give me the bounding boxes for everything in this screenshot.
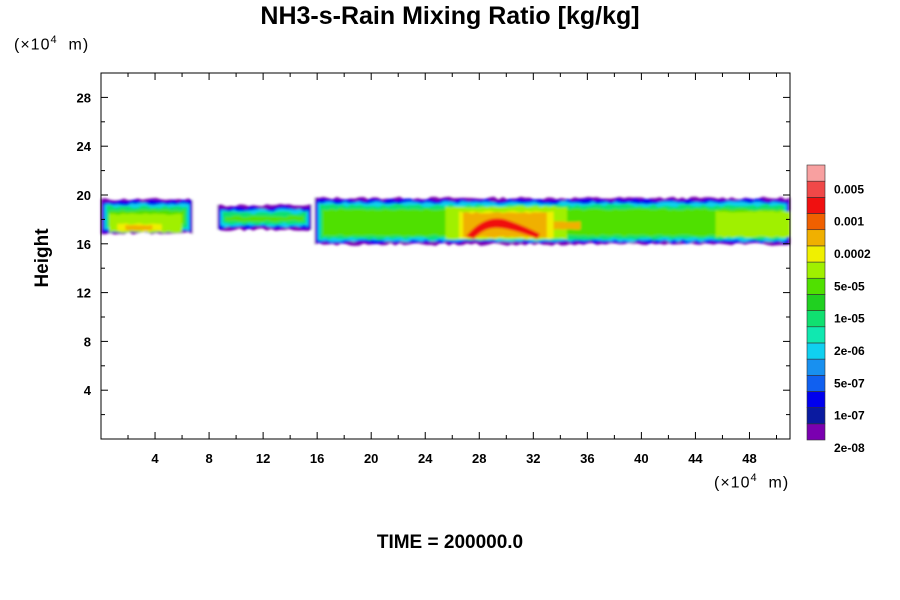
x-axis: 4 8 12 16 20 24 28 32 36 40 44 48: [127, 73, 777, 466]
colorbar-swatch: [806, 326, 826, 344]
colorbar: 0.005 0.001 0.0002 5e-05 1e-05 2e-06 5e-07 1e-0…: [806, 164, 871, 455]
x-tick-label: 36: [580, 451, 594, 466]
colorbar-swatch: [806, 423, 826, 441]
y-tick-label: 4: [84, 383, 92, 398]
cloud-gap: [311, 191, 315, 250]
y-tick-label: 8: [84, 334, 91, 349]
cloud-lime: [225, 215, 304, 222]
cloud-core-orange: [553, 221, 581, 230]
colorbar-swatch: [806, 277, 826, 295]
colorbar-label: 0.001: [834, 215, 864, 229]
y-tick-label: 28: [77, 90, 91, 105]
cloud-gap: [192, 191, 218, 250]
x-tick-label: 32: [526, 451, 540, 466]
colorbar-label: 2e-06: [834, 344, 865, 358]
colorbar-swatch: [806, 261, 826, 279]
cloud-core-orange: [125, 225, 153, 231]
x-tick-label: 28: [472, 451, 486, 466]
y-tick-label: 20: [77, 188, 91, 203]
y-axis: 4 8 12 16 20 24 28: [77, 90, 790, 416]
x-tick-label: 8: [205, 451, 212, 466]
colorbar-swatch: [806, 213, 826, 231]
colorbar-swatch: [806, 245, 826, 263]
colorbar-swatch: [806, 310, 826, 328]
x-axis-unit: (×104 m): [714, 472, 790, 492]
colorbar-swatch: [806, 164, 826, 182]
mixing-ratio-field: [101, 191, 790, 250]
colorbar-swatch: [806, 294, 826, 311]
colorbar-swatch: [806, 229, 826, 247]
plot-frame: [100, 72, 791, 440]
y-axis-unit: (×104 m): [14, 34, 90, 54]
colorbar-swatch: [806, 358, 826, 376]
cloud-max-red: [465, 218, 541, 239]
colorbar-label: 5e-05: [834, 279, 865, 293]
colorbar-label: 0.005: [834, 182, 864, 196]
y-tick-label: 12: [77, 286, 91, 301]
chart-title: NH3-s-Rain Mixing Ratio [kg/kg]: [260, 2, 640, 30]
colorbar-swatch: [806, 342, 826, 360]
x-tick-label: 4: [151, 451, 159, 466]
colorbar-swatch: [806, 391, 826, 408]
colorbar-swatch: [806, 180, 826, 198]
colorbar-label: 5e-07: [834, 376, 865, 390]
colorbar-swatch: [806, 407, 826, 425]
x-tick-label: 20: [364, 451, 378, 466]
colorbar-swatch: [806, 374, 826, 392]
cloud-core-yellowgreen: [715, 210, 790, 238]
colorbar-swatch: [806, 197, 826, 214]
colorbar-label: 0.0002: [834, 247, 871, 261]
x-tick-label: 24: [418, 451, 433, 466]
colorbar-label: 2e-08: [834, 441, 865, 455]
x-tick-label: 48: [742, 451, 756, 466]
time-label: TIME = 200000.0: [376, 532, 524, 553]
x-tick-label: 16: [310, 451, 324, 466]
x-tick-label: 44: [688, 451, 703, 466]
colorbar-label: 1e-05: [834, 312, 865, 326]
colorbar-label: 1e-07: [834, 409, 865, 423]
x-tick-label: 12: [256, 451, 270, 466]
x-tick-label: 40: [634, 451, 648, 466]
y-tick-label: 16: [77, 237, 91, 252]
y-tick-label: 24: [77, 139, 92, 154]
